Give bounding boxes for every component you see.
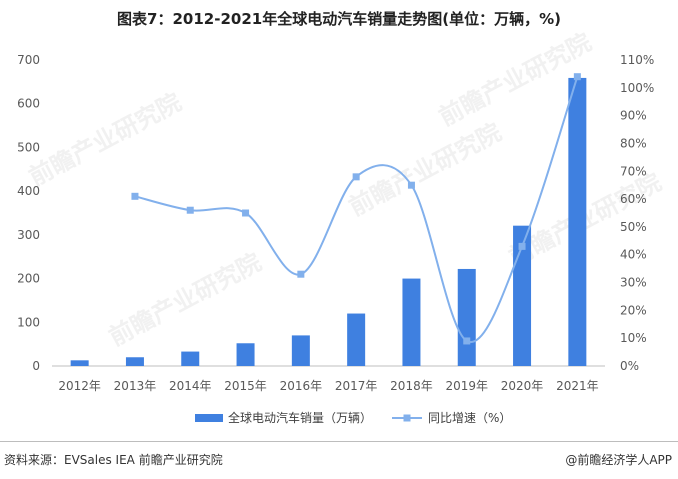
bar	[181, 351, 200, 366]
chart-title: 图表7：2012-2021年全球电动汽车销量走势图(单位：万辆，%)	[117, 10, 561, 28]
growth-markers	[131, 73, 581, 345]
y-left-tick-label: 0	[32, 359, 40, 373]
y-left-tick-label: 200	[17, 272, 40, 286]
y-right-tick-label: 0%	[620, 359, 639, 373]
line-point	[186, 206, 194, 214]
y-right-tick-label: 100%	[620, 81, 654, 95]
bar	[70, 360, 89, 366]
right-axis: 0% 10% 20% 30% 40% 50% 60% 70% 80% 90% 100% 110%	[620, 53, 654, 373]
y-right-tick-label: 40%	[620, 248, 647, 262]
bar	[402, 278, 421, 366]
y-left-tick-label: 600	[17, 97, 40, 111]
brand-credit: @前瞻经济学人APP	[565, 453, 672, 467]
bar-series	[70, 77, 587, 367]
legend-bar-swatch	[195, 414, 223, 422]
bar	[291, 335, 310, 366]
x-axis: 2012年 2013年 2014年 2015年 2016年 2017年 2018年 2019年…	[58, 379, 598, 393]
x-tick-label: 2018年	[390, 379, 433, 393]
legend-line-marker	[403, 414, 411, 422]
line-point	[518, 242, 526, 250]
bar	[513, 225, 532, 366]
y-right-tick-label: 20%	[620, 303, 647, 317]
legend: 全球电动汽车销量（万辆） 同比增速（%）	[195, 410, 511, 425]
x-tick-label: 2015年	[224, 379, 267, 393]
y-right-tick-label: 30%	[620, 276, 647, 290]
x-tick-label: 2016年	[280, 379, 323, 393]
line-point	[131, 192, 139, 200]
x-tick-label: 2012年	[58, 379, 101, 393]
x-tick-label: 2019年	[445, 379, 488, 393]
y-right-tick-label: 10%	[620, 331, 647, 345]
source-note: 资料来源：EVSales IEA 前瞻产业研究院	[4, 453, 223, 467]
combo-chart: 0 100 200 300 400 500 600 700 0% 10% 20% 30% 40% 50%…	[17, 53, 654, 425]
y-left-tick-label: 700	[17, 53, 40, 67]
growth-line	[134, 76, 579, 344]
y-left-tick-label: 400	[17, 184, 40, 198]
y-right-tick-label: 60%	[620, 192, 647, 206]
line-point	[242, 209, 250, 217]
line-point	[297, 270, 305, 278]
y-left-tick-label: 500	[17, 140, 40, 154]
line-point	[407, 181, 415, 189]
y-right-tick-label: 70%	[620, 164, 647, 178]
bar	[347, 313, 366, 366]
y-left-tick-label: 300	[17, 228, 40, 242]
bar	[568, 77, 587, 367]
legend-bar-label: 全球电动汽车销量（万辆）	[228, 410, 372, 425]
x-tick-label: 2021年	[556, 379, 599, 393]
y-right-tick-label: 90%	[620, 109, 647, 123]
line-point	[573, 73, 581, 81]
y-right-tick-label: 110%	[620, 53, 654, 67]
x-tick-label: 2020年	[501, 379, 544, 393]
legend-line-label: 同比增速（%）	[428, 411, 511, 425]
x-tick-label: 2013年	[114, 379, 157, 393]
bar	[125, 357, 144, 366]
left-axis: 0 100 200 300 400 500 600 700	[17, 53, 40, 373]
line-point	[352, 173, 360, 181]
line-point	[463, 337, 471, 345]
x-tick-label: 2014年	[169, 379, 212, 393]
bar	[457, 268, 476, 366]
y-left-tick-label: 100	[17, 315, 40, 329]
y-right-tick-label: 50%	[620, 220, 647, 234]
y-right-tick-label: 80%	[620, 136, 647, 150]
x-tick-label: 2017年	[335, 379, 378, 393]
footer-divider	[0, 441, 678, 442]
bar	[236, 343, 255, 366]
